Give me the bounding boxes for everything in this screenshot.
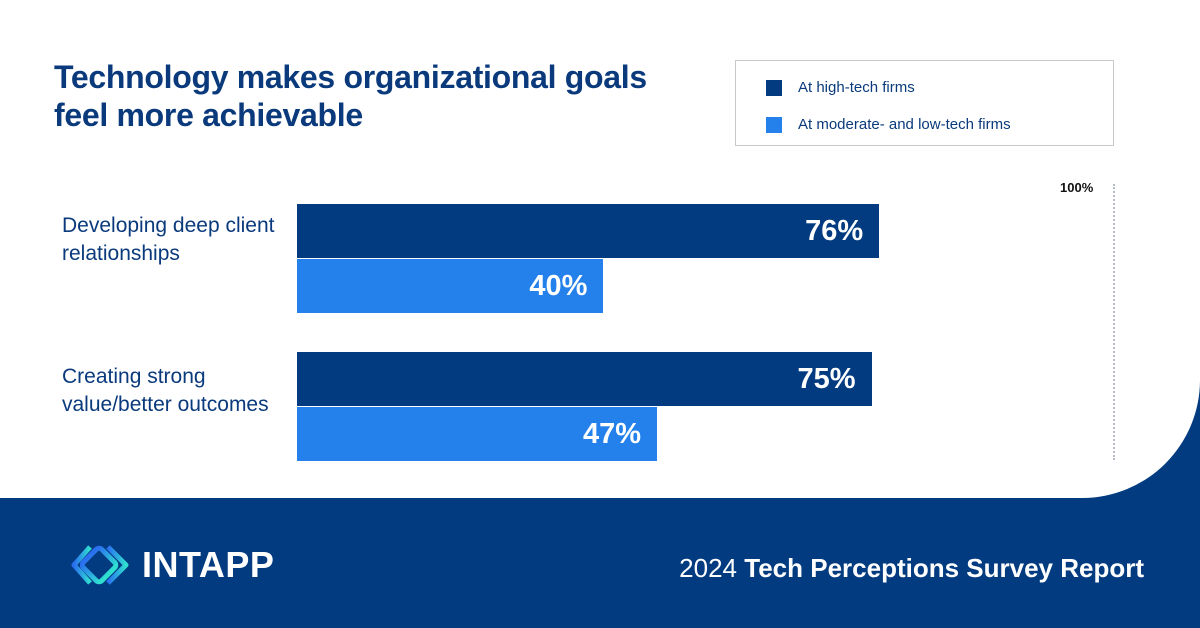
- legend-label: At high-tech firms: [798, 79, 915, 96]
- chart-title: Technology makes organizational goals fe…: [54, 59, 647, 133]
- data-label: 40%: [529, 270, 588, 302]
- report-name: Tech Perceptions Survey Report: [744, 553, 1144, 583]
- report-year: 2024: [679, 553, 738, 583]
- bar-high-tech: 76%: [297, 204, 880, 258]
- data-label: 75%: [797, 363, 856, 395]
- data-label: 76%: [805, 215, 864, 247]
- report-title: 2024 Tech Perceptions Survey Report: [679, 553, 1144, 584]
- legend-swatch: [766, 79, 782, 96]
- legend-item-high: At high-tech firms: [766, 79, 915, 96]
- reference-line-100: [1113, 184, 1115, 460]
- tick-label-100: 100%: [1060, 180, 1094, 195]
- legend: At high-tech firms At moderate- and low-…: [735, 60, 1114, 146]
- brand-name: INTAPP: [142, 544, 275, 585]
- data-label: 47%: [582, 418, 642, 450]
- category-label: Creating strong value/better outcomes: [62, 365, 269, 416]
- intapp-logo: INTAPP: [68, 543, 274, 587]
- category-label: Developing deep client relationships: [62, 214, 275, 265]
- legend-label: At moderate- and low-tech firms: [798, 116, 1011, 133]
- intapp-logo-icon: [71, 545, 129, 585]
- legend-item-moderate: At moderate- and low-tech firms: [766, 116, 1011, 133]
- legend-swatch: [766, 116, 782, 133]
- bar-moderate-low-tech: 47%: [297, 407, 658, 461]
- bar-high-tech: 75%: [297, 352, 872, 406]
- bar-moderate-low-tech: 40%: [297, 259, 604, 313]
